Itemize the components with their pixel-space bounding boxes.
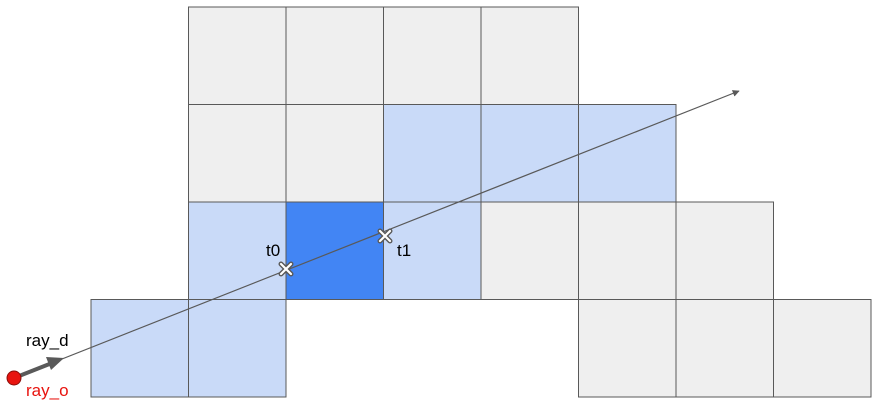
grid-cell-traversed xyxy=(578,104,677,203)
grid-cell-empty xyxy=(578,299,677,398)
grid-cell-empty xyxy=(480,6,579,105)
grid-cell-traversed xyxy=(188,201,287,300)
grid-cell-empty xyxy=(675,201,774,300)
ray-origin-point xyxy=(6,370,22,386)
grid-cell-traversed xyxy=(188,299,287,398)
grid-cell-empty xyxy=(480,201,579,300)
t0-intersection-marker xyxy=(278,261,294,277)
grid-cell-empty xyxy=(675,299,774,398)
grid-cell-empty xyxy=(383,6,482,105)
ray-d-label: ray_d xyxy=(26,331,69,350)
t1-intersection-marker xyxy=(377,228,393,244)
t1-label: t1 xyxy=(397,241,411,260)
ray-line xyxy=(13,90,740,379)
grid-cell-empty xyxy=(773,299,872,398)
grid-cell-empty xyxy=(578,201,677,300)
ray-direction-arrowhead xyxy=(46,357,64,370)
grid-cells xyxy=(90,6,872,398)
grid-cell-traversed xyxy=(383,201,482,300)
grid-cell-empty xyxy=(285,6,384,105)
grid-cell-empty xyxy=(188,104,287,203)
grid-cell-empty xyxy=(188,6,287,105)
ray-o-label: ray_o xyxy=(26,381,69,400)
grid-cell-empty xyxy=(285,104,384,203)
grid-cell-traversed xyxy=(480,104,579,203)
t0-label: t0 xyxy=(266,241,280,260)
grid-cell-traversed xyxy=(383,104,482,203)
